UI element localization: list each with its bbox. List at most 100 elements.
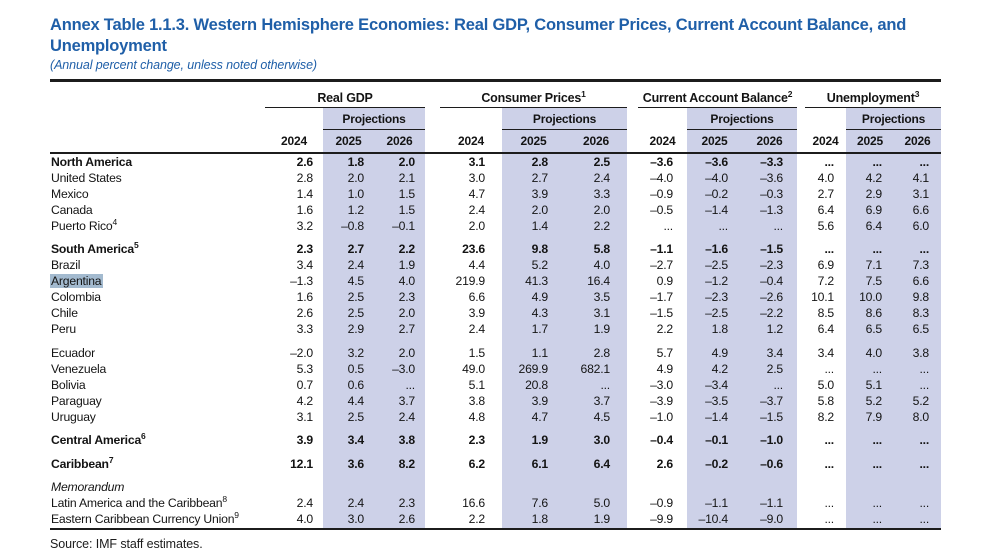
table-row: Central America6 3.9 3.4 3.8 2.3 1.9 3.0 –0.4 –0… <box>50 425 942 449</box>
value-cell: 1.4 <box>502 218 565 235</box>
value-cell: 1.9 <box>502 425 565 449</box>
spacer <box>425 153 440 170</box>
table-row: Ecuador –2.0 3.2 2.0 1.5 1.1 2.8 5.7 4.9 3.4 3.4 4.… <box>50 337 942 362</box>
value-cell: 3.8 <box>374 425 425 449</box>
value-cell: 4.0 <box>817 170 835 185</box>
group-footnote: 3 <box>914 89 920 100</box>
value-cell: 2.3 <box>468 433 486 448</box>
value-cell: 1.7 <box>502 321 565 338</box>
spacer <box>797 170 805 186</box>
value-cell: 9.8 <box>502 234 565 258</box>
value-cell <box>502 472 565 496</box>
spacer <box>425 170 440 186</box>
spacer <box>425 496 440 512</box>
spacer <box>797 81 805 108</box>
year-header: 2026 <box>565 129 627 155</box>
value-cell: –3.0 <box>650 377 673 392</box>
row-label: Mexico <box>51 186 89 201</box>
value-cell: 4.4 <box>323 393 374 410</box>
value-cell: –3.9 <box>650 393 673 408</box>
value-cell <box>894 472 942 496</box>
value-cell: ... <box>894 361 942 378</box>
value-cell: –2.7 <box>650 258 673 273</box>
spacer <box>627 170 638 186</box>
value-cell <box>374 472 425 496</box>
spacer <box>627 202 638 218</box>
spacer <box>797 234 805 258</box>
year-header: 2025 <box>687 129 742 155</box>
value-cell: –0.9 <box>650 186 673 201</box>
row-label-cell: North America <box>50 153 265 170</box>
empty-cell <box>265 108 323 130</box>
value-cell: 2.4 <box>323 257 374 274</box>
table-row: Paraguay 4.2 4.4 3.7 3.8 3.9 3.7 –3.9 –3.5 –3.7 5.… <box>50 393 942 410</box>
value-cell: 2.0 <box>374 337 425 362</box>
value-cell: ... <box>824 242 834 257</box>
table-row: Memorandum <box>50 472 942 496</box>
value-cell: –2.6 <box>742 289 797 306</box>
value-cell: 2.0 <box>374 305 425 322</box>
value-cell: ... <box>824 496 834 511</box>
source-note: Source: IMF staff estimates. <box>50 536 203 551</box>
row-footnote: 6 <box>141 431 146 442</box>
value-cell: –0.9 <box>650 496 673 511</box>
spacer <box>425 81 440 108</box>
column-group-row: Real GDP Consumer Prices1 Current Accoun… <box>50 80 942 109</box>
value-cell: 3.7 <box>565 393 627 410</box>
row-label: Central America <box>51 433 142 448</box>
value-cell: 5.6 <box>817 218 835 233</box>
value-cell <box>565 472 627 496</box>
value-cell: ... <box>894 234 942 258</box>
spacer <box>797 393 805 409</box>
value-cell: –0.3 <box>742 186 797 203</box>
spacer <box>627 496 638 512</box>
row-label: Ecuador <box>51 345 95 360</box>
spacer <box>425 449 440 473</box>
table-header: Real GDP Consumer Prices1 Current Accoun… <box>50 80 942 155</box>
value-cell: 4.5 <box>565 409 627 426</box>
value-cell: –0.6 <box>742 448 797 473</box>
value-cell: 8.5 <box>817 306 835 321</box>
value-cell: 6.4 <box>817 322 835 337</box>
value-cell: 4.7 <box>502 409 565 426</box>
value-cell: 1.8 <box>323 153 374 171</box>
table-row: Brazil 3.4 2.4 1.9 4.4 5.2 4.0 –2.7 –2.5 –2.3 6.9 7… <box>50 257 942 274</box>
row-label: Peru <box>51 322 76 337</box>
value-cell: 4.4 <box>468 258 486 273</box>
spacer <box>425 290 440 306</box>
value-cell: 49.0 <box>462 361 485 376</box>
spacer <box>797 186 805 202</box>
year-header: 2024 <box>440 129 502 155</box>
empty-cell <box>805 108 846 130</box>
row-label-cell: Memorandum <box>50 472 265 496</box>
value-cell: 9.8 <box>894 289 942 306</box>
value-cell: 5.2 <box>846 393 894 410</box>
value-cell: 6.4 <box>565 448 627 473</box>
value-cell: 1.9 <box>565 511 627 529</box>
value-cell: ... <box>846 153 894 171</box>
value-cell: 3.3 <box>565 186 627 203</box>
value-cell: 1.8 <box>502 511 565 529</box>
spacer <box>425 338 440 362</box>
spacer <box>425 425 440 449</box>
value-cell: 6.5 <box>894 321 942 338</box>
table-row: Puerto Rico4 3.2 –0.8 –0.1 2.0 1.4 2.2........… <box>50 218 942 235</box>
spacer <box>797 258 805 274</box>
value-cell: 2.6 <box>296 154 314 169</box>
value-cell: 20.8 <box>502 377 565 394</box>
value-cell: 3.1 <box>296 409 314 424</box>
table-row: Peru 3.3 2.9 2.7 2.4 1.7 1.9 2.2 1.8 1.2 6.4 6.5 6.5 <box>50 321 942 338</box>
value-cell: 4.0 <box>296 512 314 527</box>
value-cell: 5.2 <box>894 393 942 410</box>
spacer <box>797 449 805 473</box>
spacer <box>425 202 440 218</box>
spacer <box>797 425 805 449</box>
value-cell: 3.9 <box>502 393 565 410</box>
value-cell: 2.0 <box>468 218 486 233</box>
row-label-cell: Latin America and the Caribbean8 <box>50 496 265 512</box>
row-label: North America <box>51 154 132 169</box>
value-cell: –1.5 <box>742 409 797 426</box>
projections-header: Projections <box>846 107 942 131</box>
spacer <box>797 218 805 234</box>
value-cell: 219.9 <box>455 274 486 289</box>
